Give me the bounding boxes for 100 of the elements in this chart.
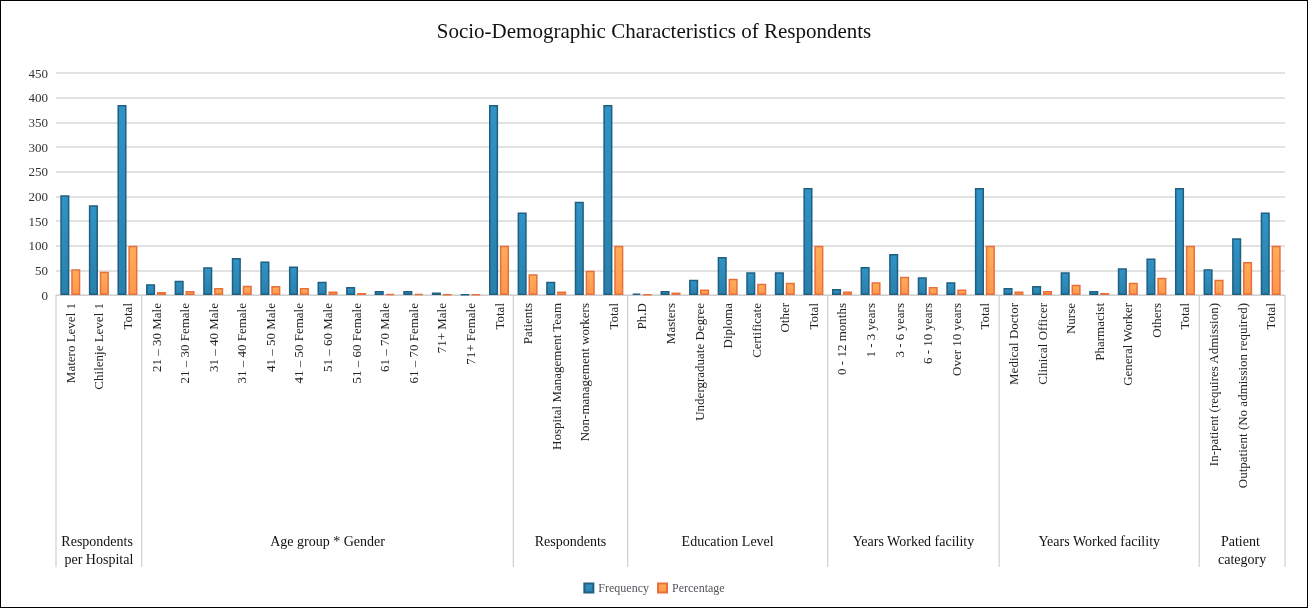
- x-tick-label: Medical Doctor: [1005, 302, 1021, 385]
- bar: [974, 187, 984, 295]
- bar: [546, 281, 556, 295]
- bar: [242, 285, 252, 295]
- bar: [860, 266, 870, 295]
- x-tick-label: Patients: [520, 303, 536, 345]
- x-tick-label: Nurse: [1063, 302, 1079, 335]
- bar: [185, 291, 195, 295]
- bar: [214, 288, 224, 295]
- bar: [489, 105, 499, 295]
- x-tick-label: Others: [1148, 303, 1164, 338]
- bar: [317, 281, 327, 295]
- bar: [174, 280, 184, 295]
- text: Respondents: [534, 533, 607, 549]
- x-tick-label: 3 - 6 years: [891, 303, 907, 358]
- bar: [889, 254, 899, 295]
- text: Respondents per Hospital: [61, 533, 137, 567]
- bar: [689, 279, 699, 295]
- x-tick-label: Undergraduate Degree: [691, 302, 707, 421]
- bar: [803, 187, 813, 295]
- x-tick-label: 71+ Female: [462, 302, 478, 365]
- legend-label: Percentage: [672, 581, 725, 595]
- bar: [728, 278, 738, 295]
- y-tick-label: 350: [28, 114, 48, 130]
- bar: [203, 267, 213, 295]
- x-tick-label: Non-management workers: [577, 303, 593, 442]
- bar: [1232, 238, 1242, 295]
- bar: [1060, 272, 1070, 295]
- bar: [1260, 212, 1270, 295]
- x-tick-label: Total: [1263, 302, 1279, 330]
- x-tick-label: 51 – 60 Female: [348, 302, 364, 384]
- x-tick-label: Total: [805, 302, 821, 330]
- bar: [1185, 245, 1195, 295]
- text: Education Level: [681, 533, 774, 549]
- bar: [585, 270, 595, 295]
- bar: [1117, 268, 1127, 295]
- x-tick-label: In-patient (requires Admission): [1206, 303, 1222, 467]
- bar: [871, 282, 881, 295]
- x-tick-label: Pharmacist: [1091, 302, 1107, 361]
- x-tick-label: Total: [605, 302, 621, 330]
- text: Years Worked facility: [852, 533, 975, 549]
- bar: [928, 287, 938, 295]
- bar: [1146, 258, 1156, 295]
- bar: [574, 201, 584, 295]
- text: Age group * Gender: [270, 533, 386, 549]
- bar: [128, 245, 138, 295]
- bar: [60, 195, 70, 295]
- bar: [785, 282, 795, 295]
- bar: [814, 245, 824, 295]
- bar: [1174, 187, 1185, 295]
- x-tick-label: Masters: [663, 303, 678, 345]
- bar: [1042, 291, 1053, 295]
- x-tick-label: Other: [777, 302, 793, 333]
- bar: [660, 291, 670, 295]
- bar: [1157, 277, 1167, 295]
- x-tick-label: Hospital Management Team: [548, 303, 564, 450]
- y-tick-label: 300: [28, 139, 48, 155]
- x-tick-label: 21 – 30 Male: [148, 302, 164, 372]
- x-tick-label: 6 - 10 years: [920, 303, 936, 365]
- bar: [403, 291, 413, 295]
- bar: [1089, 291, 1099, 295]
- bar: [831, 289, 842, 295]
- x-tick-label: Certificate: [748, 302, 764, 358]
- bar: [1032, 286, 1042, 295]
- bar: [699, 289, 710, 295]
- bar: [260, 261, 270, 295]
- x-tick-label: Ph.D: [634, 303, 650, 330]
- bar: [717, 257, 727, 295]
- x-tick-label: Total: [977, 302, 993, 330]
- x-tick-label: Diploma: [720, 302, 736, 349]
- bar: [1243, 261, 1253, 295]
- y-tick-label: 0: [41, 287, 48, 303]
- x-tick-label: 41 – 50 Male: [262, 302, 278, 372]
- bar: [614, 245, 624, 295]
- bar: [946, 282, 956, 295]
- bar: [374, 291, 384, 295]
- bar: [985, 245, 995, 295]
- legend-label: Frequency: [598, 581, 650, 595]
- y-tick-label: 150: [28, 213, 48, 229]
- x-tick-label: 31 – 40 Female: [234, 302, 250, 384]
- x-tick-label: 71+ Male: [434, 302, 450, 354]
- x-tick-label: Total: [1177, 302, 1193, 330]
- bar: [71, 269, 81, 295]
- x-tick-label: 0 - 12 months: [834, 303, 850, 375]
- bar: [1003, 288, 1013, 295]
- x-tick-label: 61 – 70 Male: [377, 302, 393, 372]
- y-tick-label: 50: [35, 262, 48, 278]
- bar: [746, 272, 756, 295]
- x-tick-label: 51 – 60 Male: [320, 302, 336, 372]
- bar: [288, 266, 299, 295]
- bar: [774, 272, 784, 295]
- bar: [1203, 269, 1213, 295]
- x-tick-label: Over 10 years: [948, 303, 964, 376]
- x-tick-label: 31 – 40 Male: [205, 302, 221, 372]
- bar: [757, 283, 767, 295]
- bar: [603, 105, 613, 295]
- x-tick-label: Clinical Officer: [1034, 302, 1050, 385]
- text: Years Worked facility: [1038, 533, 1161, 549]
- x-tick-label: Total: [491, 302, 507, 330]
- bar: [231, 258, 241, 295]
